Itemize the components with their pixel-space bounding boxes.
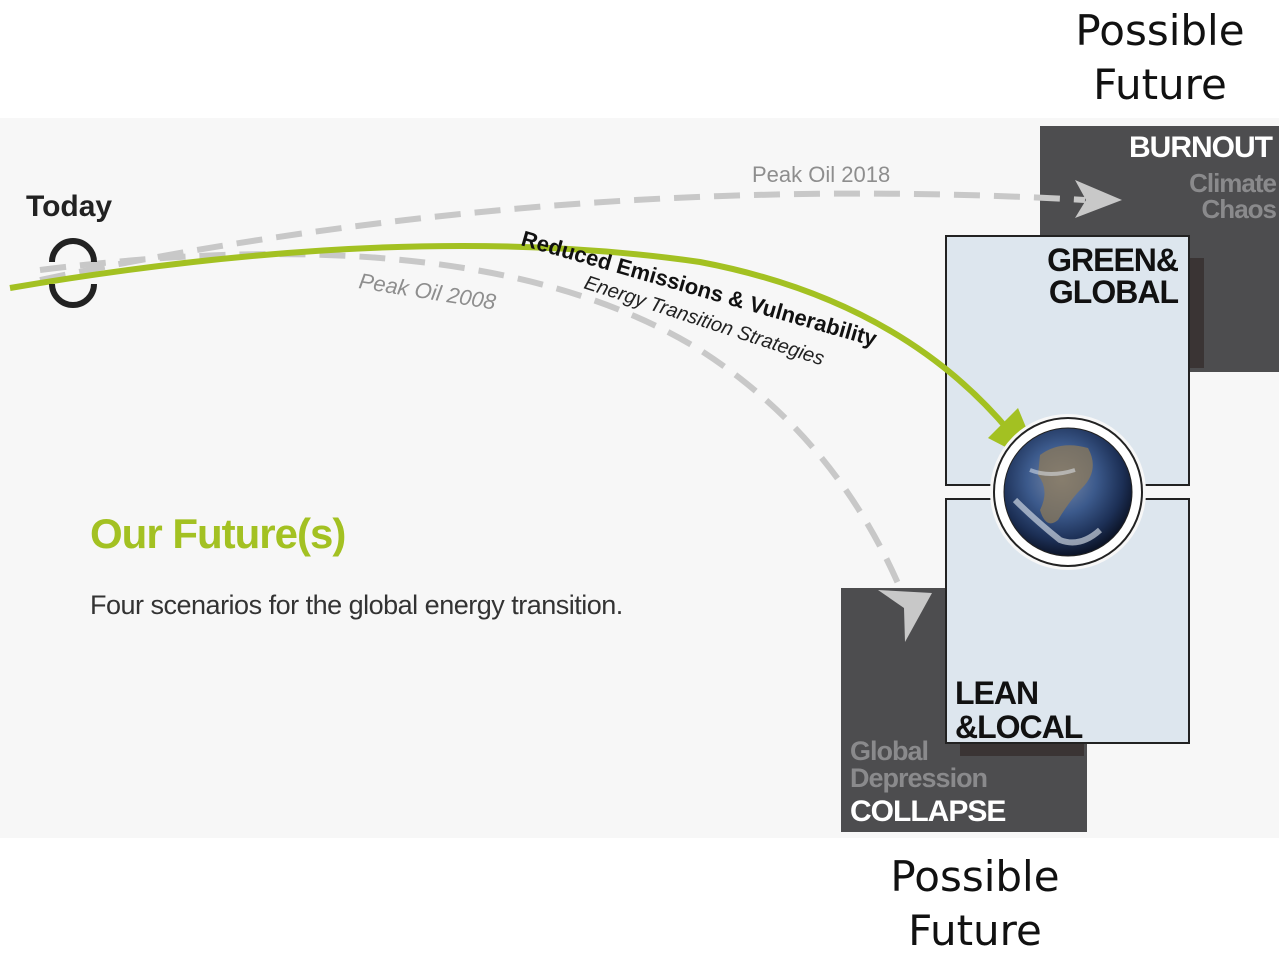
caption-top: Possible Future bbox=[1075, 6, 1245, 109]
caption-bottom: Possible Future bbox=[890, 852, 1060, 955]
peak-oil-2018-path bbox=[39, 190, 1086, 283]
earth-globe bbox=[990, 414, 1146, 570]
lean-box-shadow bbox=[960, 744, 1084, 756]
peak-oil-2018-arrowhead bbox=[1075, 180, 1122, 218]
reduced-emissions-label: Reduced Emissions & Vulnerability bbox=[519, 226, 881, 352]
collapse-title: COLLAPSE bbox=[850, 795, 1006, 828]
today-label: Today bbox=[26, 190, 113, 223]
peak-oil-2008-arrowhead bbox=[878, 590, 932, 642]
heading-subtitle: Four scenarios for the global energy tra… bbox=[90, 590, 623, 620]
green-box-shadow bbox=[1190, 258, 1204, 368]
lean-local-title: LEAN &LOCAL bbox=[955, 675, 1083, 745]
today-marker bbox=[49, 238, 97, 308]
burnout-title: BURNOUT bbox=[1129, 131, 1273, 164]
burnout-subtitle: Climate Chaos bbox=[1189, 168, 1277, 224]
peak-oil-2018-label: Peak Oil 2018 bbox=[752, 162, 890, 187]
heading-title: Our Future(s) bbox=[90, 510, 346, 557]
collapse-subtitle: Global Depression bbox=[850, 736, 988, 793]
green-global-title: GREEN& GLOBAL bbox=[1047, 242, 1179, 310]
peak-oil-2008-label: Peak Oil 2008 bbox=[357, 268, 498, 314]
green-path bbox=[9, 242, 1013, 434]
